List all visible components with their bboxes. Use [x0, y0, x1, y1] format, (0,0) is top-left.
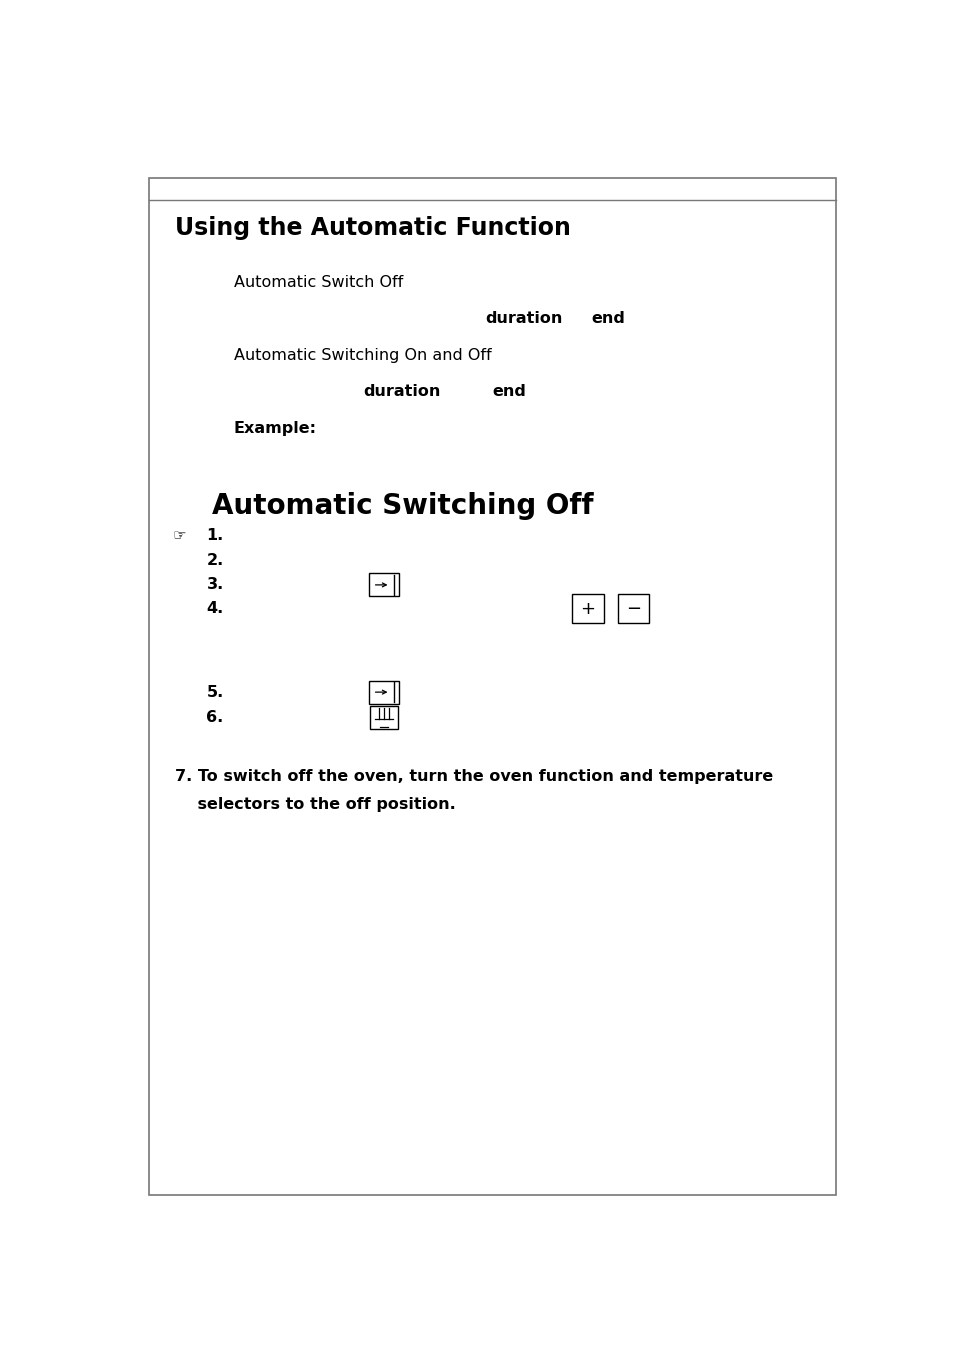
Text: Automatic Switching Off: Automatic Switching Off	[212, 492, 593, 521]
Bar	[572, 595, 603, 623]
Text: selectors to the off position.: selectors to the off position.	[174, 798, 455, 813]
Text: end: end	[492, 384, 526, 399]
Text: +: +	[579, 600, 595, 618]
Bar	[618, 595, 649, 623]
Text: 7. To switch off the oven, turn the oven function and temperature: 7. To switch off the oven, turn the oven…	[174, 769, 772, 784]
Text: Using the Automatic Function: Using the Automatic Function	[174, 216, 570, 241]
Bar	[370, 706, 397, 729]
Text: duration: duration	[363, 384, 440, 399]
Text: end: end	[590, 311, 624, 326]
Text: 2.: 2.	[206, 553, 224, 568]
Text: 1.: 1.	[206, 529, 224, 544]
Text: ☞: ☞	[172, 529, 186, 544]
Text: −: −	[625, 600, 640, 618]
Text: 3.: 3.	[206, 577, 224, 592]
Text: 5.: 5.	[206, 684, 224, 699]
Text: Automatic Switch Off: Automatic Switch Off	[233, 274, 403, 289]
Text: Example:: Example:	[233, 422, 316, 437]
Text: Automatic Switching On and Off: Automatic Switching On and Off	[233, 347, 491, 362]
Bar	[369, 680, 398, 703]
Text: 6.: 6.	[206, 710, 224, 725]
Bar	[369, 573, 398, 596]
Text: 4.: 4.	[206, 602, 224, 617]
Text: duration: duration	[485, 311, 562, 326]
